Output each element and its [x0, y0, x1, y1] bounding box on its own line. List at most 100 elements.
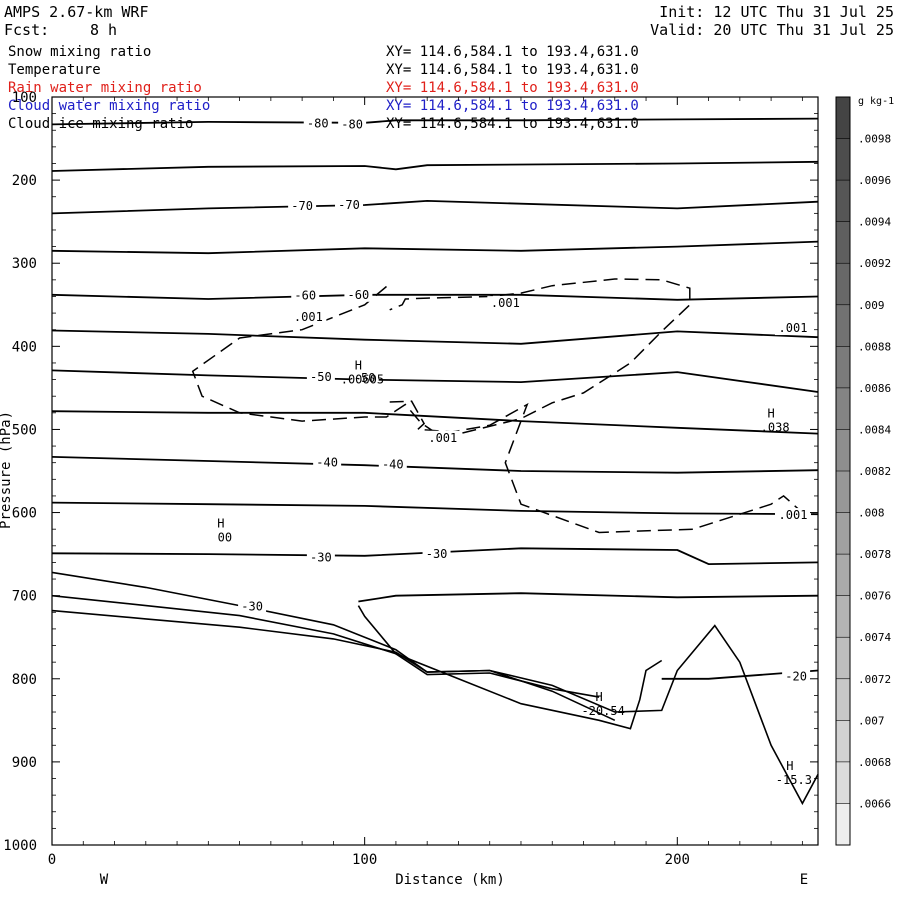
contour-label: .001: [779, 321, 808, 335]
colorbar-box: [836, 512, 850, 555]
colorbar-tick-label: .0082: [858, 465, 891, 478]
isotherm-label: -50: [310, 370, 332, 384]
legend-field-xy: XY= 114.6,584.1 to 193.4,631.0: [386, 44, 639, 60]
high-value: -15.3: [776, 773, 812, 787]
colorbar-tick-label: .009: [858, 299, 885, 312]
colorbar-box: [836, 221, 850, 264]
label-bg: [350, 370, 379, 385]
label-bg: [774, 321, 811, 336]
isotherm-label: -60: [348, 288, 370, 302]
colorbar-tick-label: .0094: [858, 216, 891, 229]
label-bg: [306, 550, 335, 565]
colorbar-tick-label: .0088: [858, 340, 891, 353]
colorbar-tick-label: .0096: [858, 174, 891, 187]
isotherm-line: [51, 160, 819, 172]
y-tick-label: 400: [12, 339, 37, 355]
isotherm-line: [661, 669, 819, 680]
colorbar-tick-label: .0098: [858, 133, 891, 146]
isotherm-label: -40: [316, 456, 338, 470]
label-bg: [487, 296, 524, 311]
colorbar-box: [836, 761, 850, 804]
isotherm-line: [51, 369, 819, 393]
west-label: W: [100, 872, 109, 888]
colorbar-box: [836, 554, 850, 597]
label-bg: [288, 198, 317, 213]
legend-field-name: Snow mixing ratio: [8, 44, 152, 60]
label-bg: [313, 455, 342, 470]
y-tick-label: 1000: [3, 838, 37, 854]
colorbar-tick-label: .0072: [858, 673, 891, 686]
legend-field-xy: XY= 114.6,584.1 to 193.4,631.0: [386, 98, 639, 114]
terrain-line: [51, 609, 819, 806]
valid-time: Valid: 20 UTC Thu 31 Jul 25: [650, 21, 894, 39]
high-value: -20.54: [581, 704, 624, 718]
high-value: .00605: [341, 372, 384, 386]
isotherm-line: [51, 199, 819, 215]
isotherm-label: -80: [307, 117, 329, 131]
isotherm-line: [51, 293, 819, 301]
legend-field-xy: XY= 114.6,584.1 to 193.4,631.0: [386, 80, 639, 96]
label-bg: [290, 310, 327, 325]
colorbar: g kg-1 .0098 .0096 .0094 .0092 .009 .0088 .0086…: [835, 96, 894, 846]
colorbar-tick-label: .008: [858, 507, 885, 520]
colorbar-box: [836, 637, 850, 680]
colorbar-tick-label: .0066: [858, 797, 891, 810]
forecast-label: Fcst:: [4, 21, 50, 39]
y-axis-label: Pressure (hPa): [0, 411, 14, 529]
label-bg: [303, 116, 332, 131]
label-bg: [774, 508, 811, 523]
y-tick-label: 300: [12, 256, 37, 272]
cloud-ice-contour: [389, 400, 815, 534]
x-axis-label: Distance (km): [395, 872, 505, 888]
plot-axes: 100 200 300 400 500 600 700 800 900 1000 0 100 200 Di…: [0, 90, 819, 888]
colorbar-box: [836, 429, 850, 472]
isotherm-label: -70: [338, 198, 360, 212]
colorbar-box: [836, 387, 850, 430]
isotherm-line: [51, 410, 819, 435]
east-label: E: [800, 872, 808, 888]
terrain-line: [51, 571, 616, 722]
terrain-line: [357, 605, 663, 730]
colorbar-tick-label: .0092: [858, 257, 891, 270]
label-bg: [335, 198, 364, 213]
isotherm-line: [51, 456, 819, 474]
cloud-ice-contour: [191, 278, 691, 439]
label-bg: [424, 430, 461, 445]
isotherm-label: -40: [382, 457, 404, 471]
contour-label: .001: [491, 296, 520, 310]
isotherm-label: -50: [354, 371, 376, 385]
y-tick-label: 600: [12, 506, 37, 522]
high-marker: H: [767, 407, 774, 421]
isotherm-line: [51, 329, 819, 345]
y-tick-label: 100: [12, 90, 37, 106]
colorbar-box: [836, 720, 850, 763]
isotherm-label: -30: [241, 599, 263, 613]
terrain-lines: [51, 571, 819, 806]
colorbar-tick-label: .0086: [858, 382, 891, 395]
high-marker: H: [596, 690, 603, 704]
legend-field-name: Rain water mixing ratio: [8, 80, 202, 96]
high-marker: H: [355, 358, 362, 372]
high-value: 00: [218, 530, 232, 544]
colorbar-tick-label: .0076: [858, 590, 891, 603]
colorbar-box: [836, 180, 850, 223]
high-marker: H: [217, 516, 224, 530]
high-marker: H: [786, 759, 793, 773]
colorbar-tick-label: .0074: [858, 631, 891, 644]
isotherm-line: [358, 592, 819, 603]
isotherm-label: -70: [291, 199, 313, 213]
label-bg: [338, 117, 367, 132]
colorbar-tick-label: .0078: [858, 548, 891, 561]
x-tick-label: 100: [352, 852, 377, 868]
init-time: Init: 12 UTC Thu 31 Jul 25: [659, 3, 894, 21]
colorbar-tick-label: .0084: [858, 423, 891, 436]
label-bg: [306, 370, 335, 385]
colorbar-unit: g kg-1: [858, 96, 894, 107]
contour-label: .001: [779, 508, 808, 522]
temperature-isotherms: [51, 117, 819, 680]
model-title: AMPS 2.67-km WRF: [4, 3, 149, 21]
terrain-line: [51, 594, 600, 698]
y-tick-label: 800: [12, 672, 37, 688]
isotherm-line: [51, 501, 819, 516]
